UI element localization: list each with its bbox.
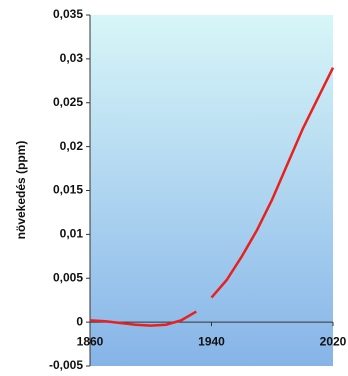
line bbox=[89, 67, 335, 327]
y-tick-label: 0 bbox=[76, 314, 83, 328]
y-tick-label: 0,02 bbox=[60, 139, 84, 153]
y-axis-label: növekedés (ppm) bbox=[14, 141, 28, 240]
y-tick-label: 0,03 bbox=[60, 51, 84, 65]
y-tick-label: 0,01 bbox=[60, 227, 84, 241]
y-tick-label: 0,005 bbox=[53, 270, 83, 284]
y-tick-label: 0,025 bbox=[53, 95, 83, 109]
x-tick-label: 2020 bbox=[320, 334, 347, 348]
x-tick-label: 1860 bbox=[77, 334, 104, 348]
y-tick-label: -0,005 bbox=[49, 358, 83, 372]
y-tick-label: 0,035 bbox=[53, 7, 83, 21]
y-tick-label: 0,015 bbox=[53, 183, 83, 197]
plot-area bbox=[90, 15, 333, 366]
x-tick-label: 1940 bbox=[198, 334, 225, 348]
